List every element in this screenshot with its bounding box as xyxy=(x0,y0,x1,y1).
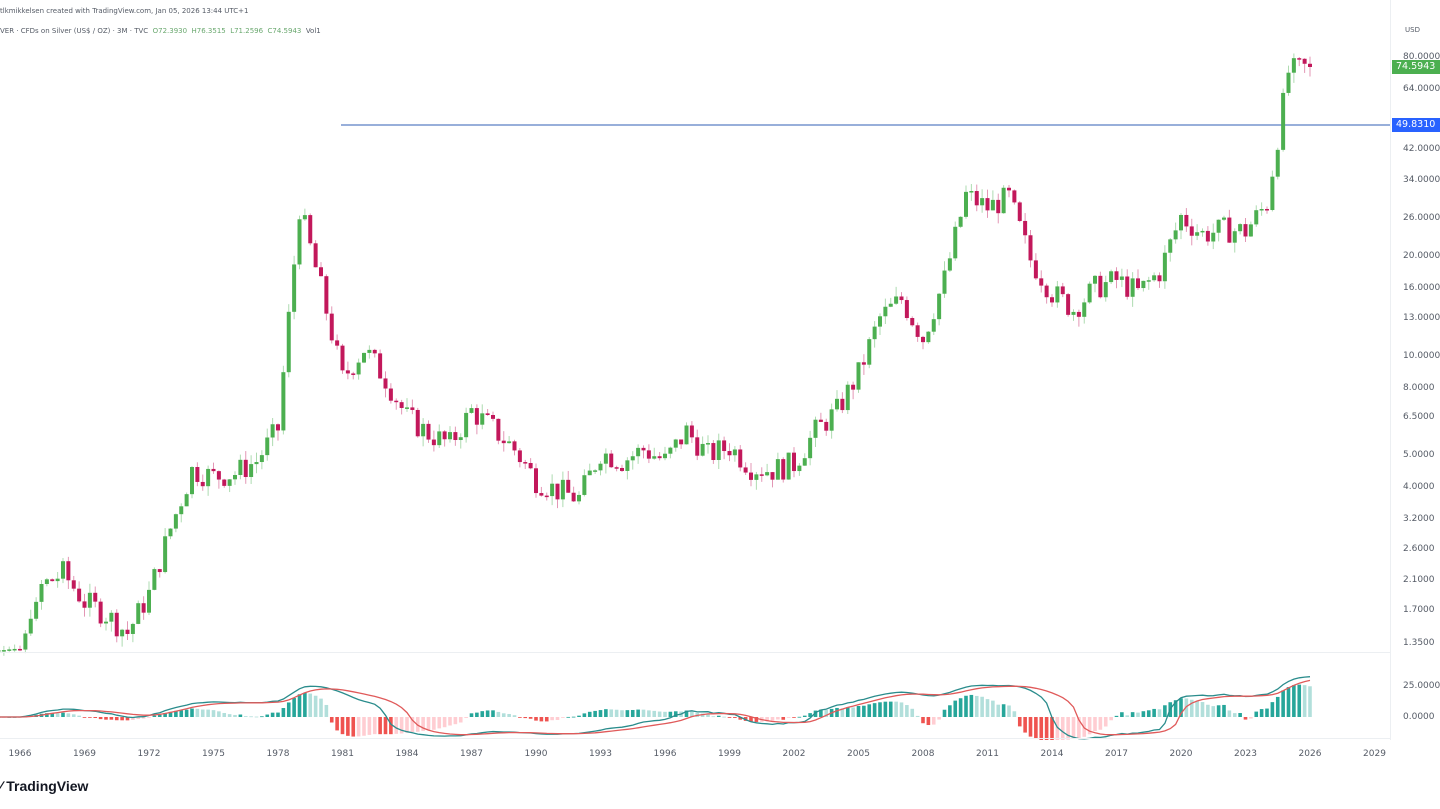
macd-line xyxy=(0,676,1311,740)
price-tick: 5.0000 xyxy=(1403,450,1435,461)
time-tick: 2026 xyxy=(1298,749,1322,759)
last-price-label: 74.5943 xyxy=(1392,60,1440,74)
price-tick: 2.6000 xyxy=(1403,543,1435,554)
time-axis[interactable]: 1966 1969 1972 1975 1978 1981 1984 1987 1990 1993… xyxy=(0,738,1390,769)
macd-tick: 0.0000 xyxy=(1403,712,1435,722)
price-tick: 26.0000 xyxy=(1403,213,1440,224)
signal-line xyxy=(0,679,1311,736)
volume-value: Vol1 xyxy=(305,27,321,35)
price-tick: 13.0000 xyxy=(1403,312,1440,323)
price-tick: 16.0000 xyxy=(1403,283,1440,294)
time-tick: 2005 xyxy=(847,749,870,759)
price-tick: 64.0000 xyxy=(1403,83,1440,94)
time-tick: 2011 xyxy=(976,749,999,759)
price-tick: 8.0000 xyxy=(1403,382,1435,393)
time-tick: 2008 xyxy=(911,749,935,759)
pane-separator[interactable] xyxy=(0,652,1390,653)
price-axis[interactable]: 80.0000 64.0000 42.0000 34.0000 26.0000 20.00… xyxy=(1390,0,1440,740)
tradingview-logo-icon: ∕ xyxy=(0,778,3,794)
time-tick: 2002 xyxy=(782,749,806,759)
ohlc-close: C74.5943 xyxy=(267,27,302,35)
time-tick: 1972 xyxy=(137,749,161,759)
symbol-title: VER · CFDs on Silver (US$ / OZ) · 3M · T… xyxy=(0,27,149,35)
candlestick-series xyxy=(0,53,1312,656)
macd-indicator xyxy=(0,676,1312,740)
ohlc-open: O72.3930 xyxy=(152,27,188,35)
time-tick: 2014 xyxy=(1040,749,1064,759)
price-tick: 80.0000 xyxy=(1403,51,1440,62)
time-tick: 2017 xyxy=(1105,749,1128,759)
price-tick: 42.0000 xyxy=(1403,144,1440,155)
time-tick: 2029 xyxy=(1363,749,1386,759)
chart-creator-line: tlkmikkelsen created with TradingView.co… xyxy=(0,7,249,15)
time-tick: 1987 xyxy=(460,749,483,759)
time-tick: 2020 xyxy=(1169,749,1193,759)
time-tick: 1996 xyxy=(653,749,677,759)
time-tick: 1984 xyxy=(395,749,419,759)
horizontal-line-price-label[interactable]: 49.8310 xyxy=(1392,118,1440,132)
logo-text: TradingView xyxy=(6,778,89,794)
price-tick: 20.0000 xyxy=(1403,251,1440,261)
tradingview-logo: ∕ TradingView xyxy=(0,778,88,794)
time-tick: 1981 xyxy=(331,749,354,759)
price-tick: 1.3500 xyxy=(1403,638,1435,649)
price-tick: 6.5000 xyxy=(1403,412,1435,423)
time-tick: 1978 xyxy=(266,749,290,759)
time-tick: 1975 xyxy=(202,749,225,759)
price-tick: 4.0000 xyxy=(1403,482,1435,493)
price-tick: 1.7000 xyxy=(1403,605,1435,615)
price-chart-pane[interactable] xyxy=(0,0,1390,740)
time-tick: 1990 xyxy=(524,749,548,759)
time-tick: 1969 xyxy=(73,749,96,759)
symbol-legend[interactable]: VER · CFDs on Silver (US$ / OZ) · 3M · T… xyxy=(0,27,321,35)
time-tick: 1993 xyxy=(589,749,612,759)
ohlc-low: L71.2596 xyxy=(230,27,264,35)
ohlc-high: H76.3515 xyxy=(191,27,226,35)
time-tick: 1966 xyxy=(8,749,32,759)
currency-label: USD xyxy=(1405,26,1420,34)
time-tick: 2023 xyxy=(1234,749,1257,759)
macd-tick: 25.0000 xyxy=(1403,681,1440,691)
price-tick: 10.0000 xyxy=(1403,350,1440,361)
price-tick: 34.0000 xyxy=(1403,174,1440,185)
price-tick: 2.1000 xyxy=(1403,574,1435,585)
price-tick: 3.2000 xyxy=(1403,514,1435,525)
time-tick: 1999 xyxy=(718,749,741,759)
